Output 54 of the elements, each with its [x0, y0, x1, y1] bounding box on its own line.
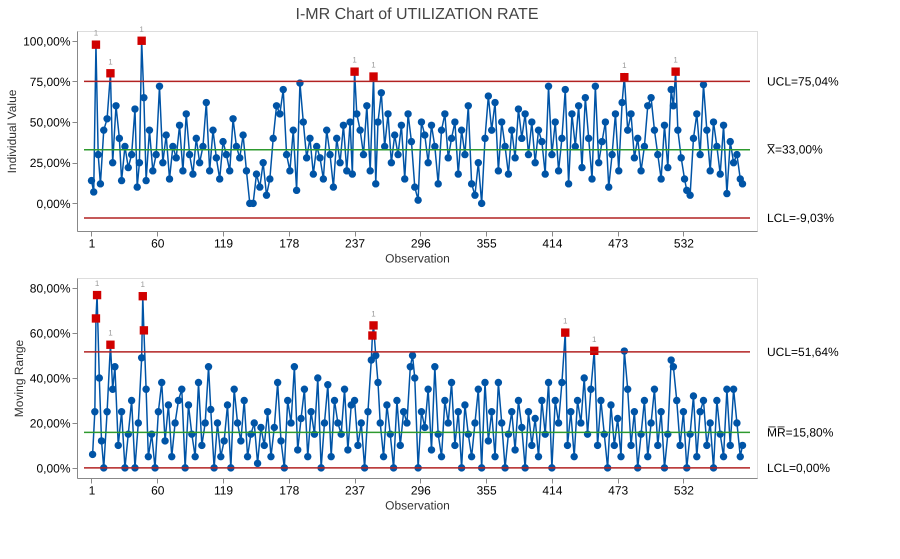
y-tick-label: 50,00% — [30, 116, 71, 130]
y-tick-label: 0,00% — [36, 196, 71, 211]
annotation: 1 — [352, 56, 358, 65]
y-tick-label: 20,00% — [30, 416, 71, 430]
x-axis-title: Observation — [385, 498, 450, 512]
x-tick-label: 473 — [608, 484, 628, 498]
y-tick-label: 0,00% — [36, 461, 71, 476]
x-tick-label: 473 — [608, 236, 628, 250]
x-tick-label: 60 — [151, 484, 165, 498]
annotation: 1 — [94, 279, 100, 288]
annotation: 1 — [139, 24, 144, 34]
ref-line-label: M̅R̅=15,80% — [767, 425, 834, 440]
annotation: 1 — [622, 61, 628, 70]
x-tick-label: 532 — [674, 484, 694, 498]
annotation: 1 — [108, 328, 114, 338]
y-tick-label: 80,00% — [30, 282, 71, 296]
annotation: 1 — [673, 56, 678, 65]
ref-line-label: LCL=0,00% — [767, 460, 830, 475]
ref-line-label: UCL=75,04% — [767, 74, 840, 88]
annotation: 1 — [371, 309, 376, 318]
ref-line-label: LCL=-9,03% — [767, 211, 834, 226]
x-tick-label: 119 — [214, 484, 234, 498]
y-tick-label: 75,00% — [30, 74, 71, 89]
annotation: 1 — [592, 334, 598, 344]
x-tick-label: 414 — [542, 484, 563, 498]
x-tick-label: 1 — [88, 236, 96, 250]
x-tick-label: 296 — [410, 236, 432, 250]
x-tick-label: 355 — [476, 484, 497, 498]
annotation: 1 — [140, 280, 146, 290]
y-tick-label: 100,00% — [23, 34, 71, 48]
x-axis-title: Observation — [385, 252, 450, 266]
x-tick-label: 119 — [214, 236, 234, 250]
x-tick-label: 414 — [542, 236, 563, 250]
x-tick-label: 355 — [476, 236, 497, 250]
y-tick-label: 25,00% — [30, 156, 71, 170]
x-tick-label: 60 — [151, 236, 165, 250]
annotation: 1 — [563, 316, 568, 326]
ref-line-label: X̅=33,00% — [766, 142, 824, 157]
x-tick-label: 237 — [345, 484, 366, 498]
ref-line-label: UCL=51,64% — [767, 344, 840, 359]
y-axis-title: Moving Range — [12, 339, 26, 418]
annotation: 1 — [108, 57, 114, 66]
chart-title: I-MR Chart of UTILIZATION RATE — [296, 6, 538, 23]
x-tick-label: 237 — [345, 236, 366, 250]
y-axis-title: Individual Value — [5, 89, 20, 174]
x-tick-label: 178 — [279, 236, 300, 250]
annotation: 1 — [94, 28, 99, 38]
y-tick-label: 40,00% — [30, 372, 71, 386]
y-tick-label: 60,00% — [30, 326, 71, 341]
x-tick-label: 178 — [279, 484, 300, 498]
x-tick-label: 532 — [674, 236, 694, 250]
annotation: 1 — [371, 60, 376, 70]
x-tick-label: 296 — [410, 484, 432, 498]
x-tick-label: 1 — [88, 484, 96, 498]
